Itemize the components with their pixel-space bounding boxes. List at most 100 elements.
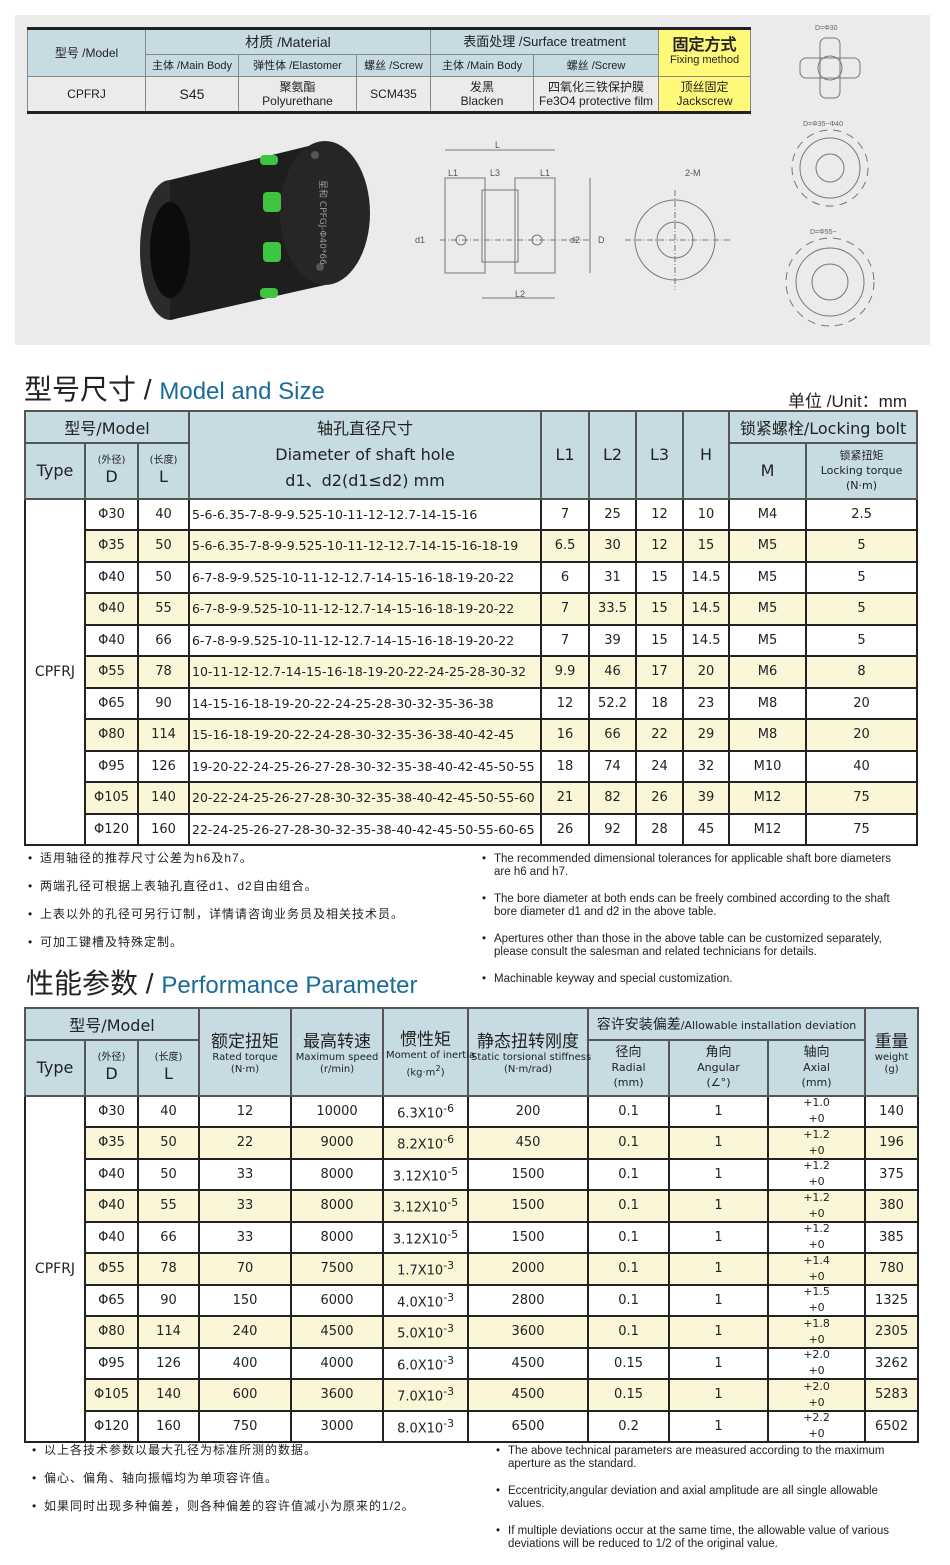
angular-cell: 1	[668, 1094, 770, 1128]
h-weight: 重量 weight (g)	[864, 1007, 920, 1097]
l-cell: 78	[136, 1252, 201, 1286]
radial-cell: 0.2	[587, 1409, 671, 1443]
surface-body-header: 主体 /Main Body	[430, 54, 535, 77]
d-cell: Φ40	[84, 592, 139, 626]
l1-cell: 7	[540, 592, 591, 626]
size-notes-zh: 适用轴径的推荐尺寸公差为h6及h7。两端孔径可根据上表轴孔直径d1、d2自由组合…	[26, 852, 466, 964]
label-2M: 2-M	[685, 168, 701, 178]
inertia-mantissa: 3.12X10	[392, 1168, 448, 1184]
m-cell: M5	[728, 592, 808, 626]
inertia-mantissa: 3.12X10	[392, 1231, 448, 1247]
dimension-drawing: L L1 L3 L1 L2 d1 d2 D 2-M	[415, 140, 730, 299]
screw-value: SCM435	[355, 76, 432, 113]
l2-cell: 66	[588, 718, 638, 752]
note-item: 两端孔径可根据上表轴孔直径d1、d2自由组合。	[26, 880, 466, 894]
weight-cell: 6502	[864, 1409, 920, 1443]
angular-cell: 1	[668, 1378, 770, 1412]
inertia-exponent: -5	[447, 1196, 459, 1210]
elastomer-header: 弹性体 /Elastomer	[238, 54, 357, 77]
model-header: 型号 /Model	[27, 28, 146, 77]
l3-cell: 12	[635, 497, 685, 531]
l2-cell: 30	[588, 529, 638, 563]
h-cell: 15	[682, 529, 731, 563]
l-cell: 160	[136, 1409, 201, 1443]
axial-cell: +2.2 +0	[767, 1409, 867, 1443]
note-item: 上表以外的孔径可另行订制，详情请咨询业务员及相关技术员。	[26, 908, 466, 922]
inertia-exponent: -3	[443, 1259, 454, 1273]
max-speed-cell: 6000	[290, 1283, 385, 1317]
angular-cell: 1	[668, 1315, 770, 1349]
unit-sup: 2	[435, 1062, 441, 1073]
radial-cell: 0.1	[587, 1252, 671, 1286]
axial-cell: +1.4 +0	[767, 1252, 867, 1286]
inertia-mantissa: 6.0X10	[397, 1357, 444, 1373]
fixing-zh: 固定方式	[672, 37, 737, 54]
model-size-table: 型号/Model 轴孔直径尺寸 Diameter of shaft hole d1、…	[23, 410, 919, 846]
d-cell: Φ55	[84, 1252, 139, 1286]
torque-cell: 75	[805, 812, 919, 846]
stiffness-cell: 2000	[467, 1252, 590, 1286]
unit-label: 单位 /Unit：mm	[788, 392, 907, 411]
d-cell: Φ40	[84, 1220, 139, 1254]
l-cell: 114	[136, 718, 191, 752]
max-speed-cell: 10000	[290, 1094, 385, 1128]
h-cell: 29	[682, 718, 731, 752]
d-cell: Φ55	[84, 655, 139, 689]
table-row: Φ120 160 22-24-25-26-27-28-30-32-35-38-40-…	[25, 812, 919, 846]
table-row: Φ95 126 400 4000 6.0X10-3 4500 0.15 1 +2.0 +0 3262	[25, 1346, 920, 1380]
table-row: Φ40 66 6-7-8-9-9.525-10-11-12-12.7-14-15-1…	[25, 623, 919, 657]
m-cell: M12	[728, 812, 808, 846]
h-deviation: 容许安装偏差/Allowable installation deviation	[587, 1007, 867, 1041]
label-L2: L2	[515, 289, 525, 299]
m-cell: M8	[728, 718, 808, 752]
weight-cell: 140	[864, 1094, 920, 1128]
h-cell: 14.5	[682, 592, 731, 626]
label-D: D	[598, 235, 605, 245]
label-L: L	[495, 140, 500, 150]
m-cell: M12	[728, 781, 808, 815]
h-rated-en: Rated torque	[212, 1052, 278, 1064]
h-axial: 轴向 Axial (mm)	[767, 1038, 867, 1097]
l3-cell: 15	[635, 560, 685, 594]
performance-table: 型号/Model 额定扭矩 Rated torque (N·m) 最高转速 Maxim…	[23, 1007, 920, 1443]
rated-torque-cell: 750	[198, 1409, 293, 1443]
l2-cell: 33.5	[588, 592, 638, 626]
table-row: Φ40 55 6-7-8-9-9.525-10-11-12-12.7-14-15-1…	[25, 592, 919, 626]
l3-cell: 22	[635, 718, 685, 752]
radial-cell: 0.1	[587, 1094, 671, 1128]
l-cell: 66	[136, 623, 191, 657]
l2-cell: 74	[588, 749, 638, 783]
h-d-zh: (外径)	[97, 455, 126, 466]
axial-minus: +0	[808, 1175, 825, 1189]
coupling-product-image: 星和 CPFGJ-Φ40*66	[140, 141, 370, 320]
axial-minus: +0	[808, 1332, 825, 1346]
h-rated-zh: 额定扭矩	[211, 1032, 280, 1053]
l-cell: 90	[136, 1283, 201, 1317]
table-row: Φ40 66 33 8000 3.12X10-5 1500 0.1 1 +1.2 +0 385	[25, 1220, 920, 1254]
model-size-title: 型号尺寸 / Model and Size	[24, 374, 325, 405]
torque-cell: 5	[805, 529, 919, 563]
l1-cell: 16	[540, 718, 591, 752]
stiffness-cell: 200	[467, 1094, 590, 1128]
h-stiff-zh: 静态扭转刚度	[477, 1032, 580, 1053]
l1-cell: 26	[540, 812, 591, 846]
h-inertia: 惯性矩 Moment of inertia (kg·m2)	[382, 1007, 475, 1097]
h-lock: 锁紧螺栓/Locking bolt	[728, 410, 919, 444]
note-item: The recommended dimensional tolerances f…	[480, 853, 900, 879]
l1-cell: 18	[540, 749, 591, 783]
h-shaft-en: Diameter of shaft hole	[275, 444, 455, 464]
l2-cell: 25	[588, 497, 638, 531]
l-cell: 114	[136, 1315, 201, 1349]
inertia-exponent: -6	[443, 1101, 454, 1115]
type-cell: CPFRJ	[24, 497, 86, 846]
max-speed-cell: 8000	[290, 1220, 385, 1254]
h-w-u: (g)	[884, 1064, 899, 1076]
h-axial-en: Axial	[803, 1061, 830, 1074]
table-row: Φ40 55 33 8000 3.12X10-5 1500 0.1 1 +1.2 +0 380	[25, 1189, 920, 1223]
axial-plus: +2.0	[803, 1348, 830, 1362]
l2-cell: 52.2	[588, 686, 638, 720]
axial-cell: +1.2 +0	[767, 1157, 867, 1191]
h-w-zh: 重量	[874, 1032, 909, 1053]
weight-cell: 196	[864, 1126, 920, 1160]
d-cell: Φ35	[84, 529, 139, 563]
